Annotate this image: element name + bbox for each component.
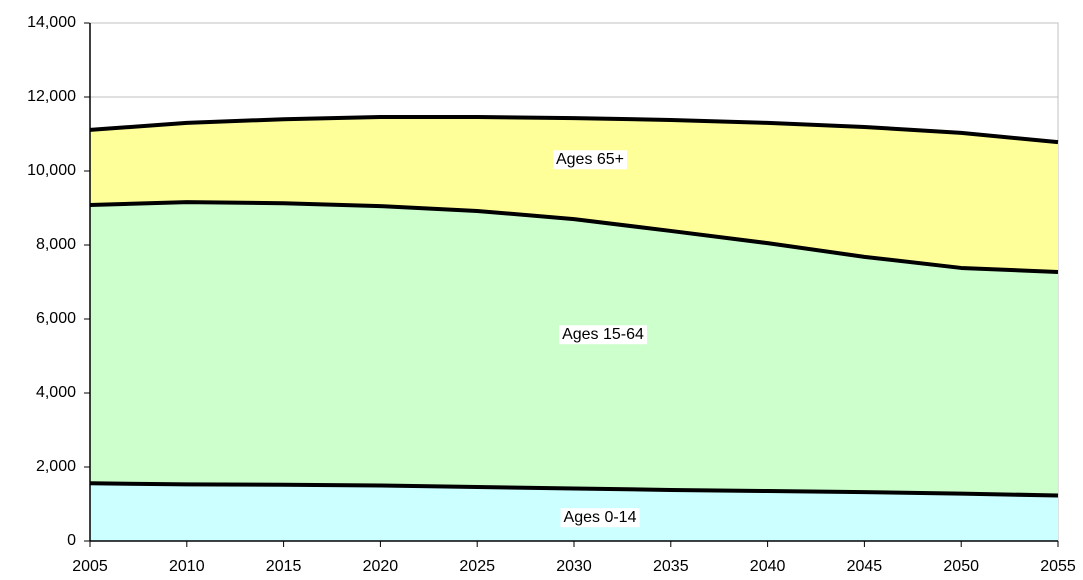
series-label-bg	[552, 150, 628, 170]
y-tick-label: 10,000	[27, 162, 76, 179]
x-tick-label: 2020	[363, 558, 399, 575]
area-line	[89, 481, 1059, 498]
x-tick-label: 2030	[556, 558, 592, 575]
x-tick-label: 2055	[1040, 558, 1076, 575]
series-label: Ages 0-14	[564, 509, 637, 526]
y-tick-label: 12,000	[27, 88, 76, 105]
x-tick-label: 2005	[72, 558, 108, 575]
area-line	[89, 200, 1059, 275]
x-tick-label: 2035	[653, 558, 689, 575]
x-tick-label: 2015	[266, 558, 302, 575]
area-fill	[90, 116, 1058, 273]
y-tick-label: 2,000	[36, 458, 76, 475]
series-label-bg	[559, 325, 648, 345]
area-line	[89, 114, 1059, 145]
x-tick-label: 2050	[943, 558, 979, 575]
x-tick-label: 2045	[847, 558, 883, 575]
y-tick-label: 0	[67, 532, 76, 549]
series-label: Ages 15-64	[562, 326, 644, 343]
y-tick-label: 6,000	[36, 310, 76, 327]
series-label-bg	[560, 508, 640, 528]
y-tick-label: 14,000	[27, 14, 76, 31]
x-tick-label: 2040	[750, 558, 786, 575]
y-tick-label: 8,000	[36, 236, 76, 253]
y-tick-label: 4,000	[36, 384, 76, 401]
x-tick-label: 2010	[169, 558, 205, 575]
x-tick-label: 2025	[459, 558, 495, 575]
area-fill	[90, 202, 1058, 496]
series-label: Ages 65+	[556, 151, 624, 168]
